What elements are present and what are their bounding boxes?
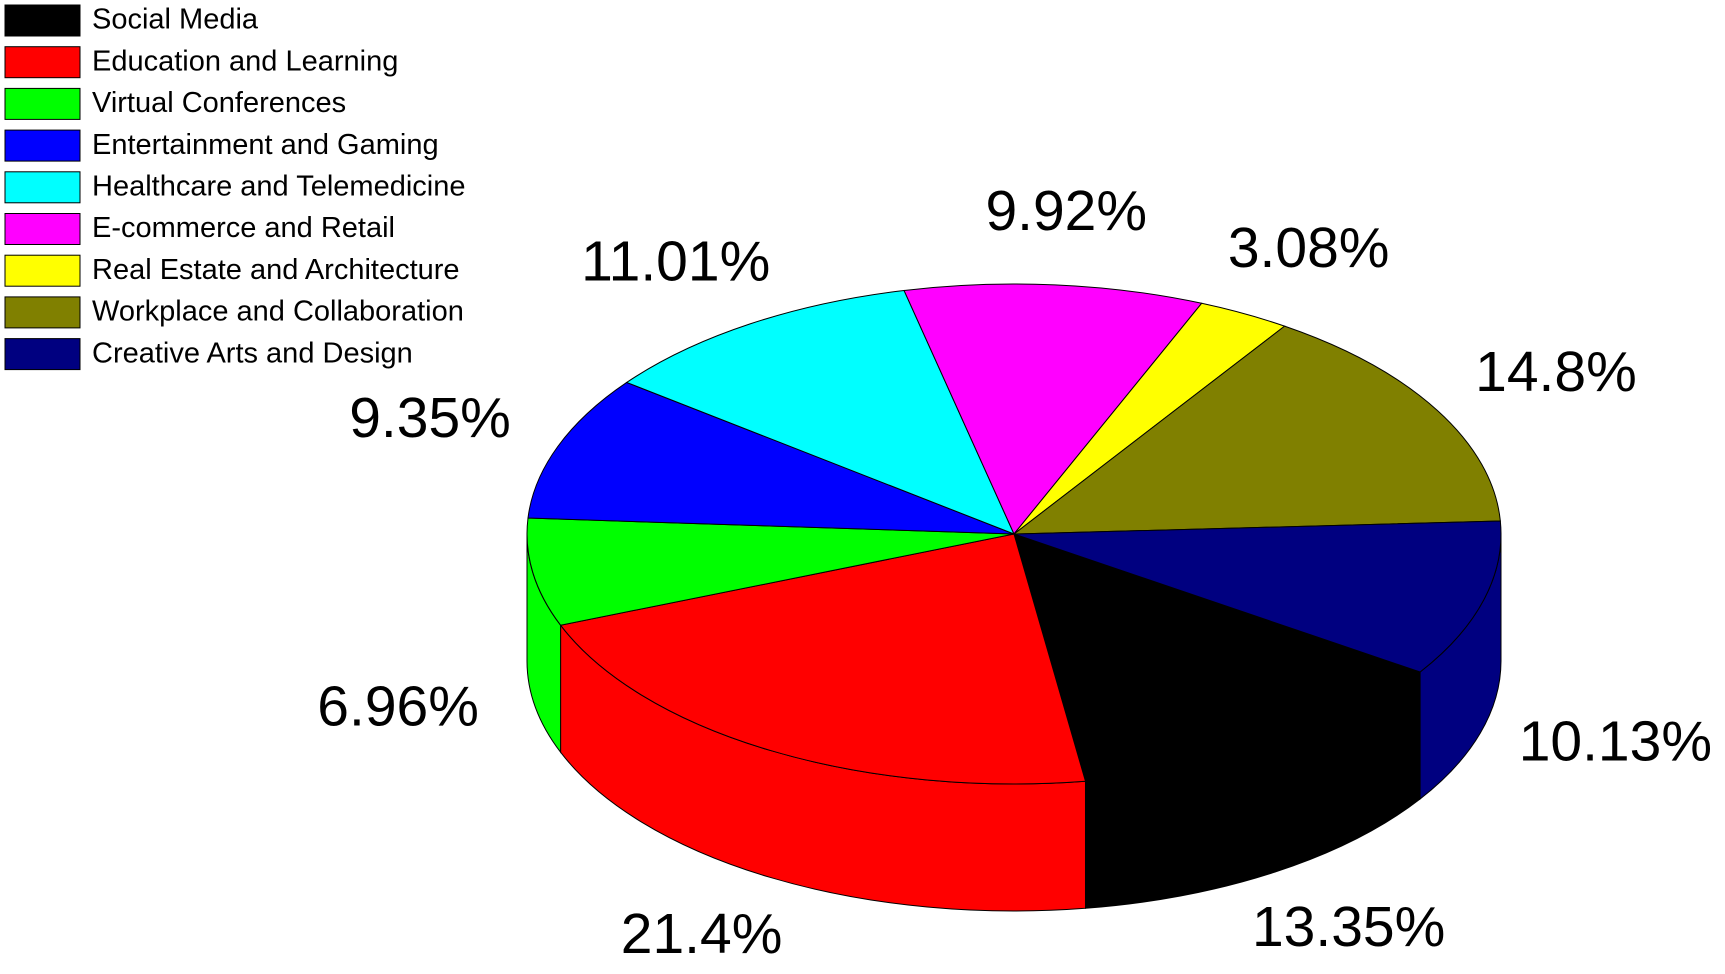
slice [1013, 533, 1422, 782]
legend-swatch [4, 338, 81, 371]
slice [527, 381, 1015, 535]
slice [559, 533, 1087, 785]
legend-swatch [4, 129, 81, 162]
legend-label: E-commerce and Retail [92, 212, 395, 244]
value-label: 10.13% [1519, 709, 1712, 773]
legend-swatch [4, 254, 81, 287]
legend-swatch [4, 213, 81, 245]
legend-label: Healthcare and Telemedicine [92, 170, 465, 202]
value-label: 13.35% [1252, 895, 1445, 959]
pie-tops [526, 283, 1502, 785]
legend-swatch [4, 4, 81, 37]
value-label: 11.01% [581, 229, 770, 293]
slice [526, 517, 1015, 626]
legend-swatch [4, 87, 81, 120]
value-label: 14.8% [1475, 340, 1637, 404]
slice [903, 283, 1203, 535]
value-label: 6.96% [317, 674, 479, 738]
legend-label: Creative Arts and Design [92, 337, 413, 369]
pie-labels: 13.35% 21.4% 6.96% 9.35% 11.01% 9.92% 3.08% 14.… [317, 179, 1712, 966]
slice [1013, 520, 1502, 673]
pie-sides [526, 533, 1502, 912]
legend: Social Media Education and Learning Virtua… [4, 4, 465, 371]
legend-swatch [4, 46, 81, 79]
legend-label: Social Media [92, 4, 259, 36]
legend-label: Real Estate and Architecture [92, 254, 460, 286]
legend-swatch [4, 296, 81, 329]
slice [625, 289, 1015, 535]
legend-label: Workplace and Collaboration [92, 296, 464, 328]
value-label: 21.4% [621, 902, 783, 966]
slice [1012, 325, 1501, 535]
value-label: 9.35% [349, 386, 511, 450]
value-label: 3.08% [1228, 216, 1390, 280]
legend-label: Education and Learning [92, 45, 398, 77]
legend-label: Virtual Conferences [92, 87, 346, 119]
legend-label: Entertainment and Gaming [92, 129, 439, 161]
value-label: 9.92% [985, 179, 1147, 243]
legend-swatch [4, 171, 81, 204]
